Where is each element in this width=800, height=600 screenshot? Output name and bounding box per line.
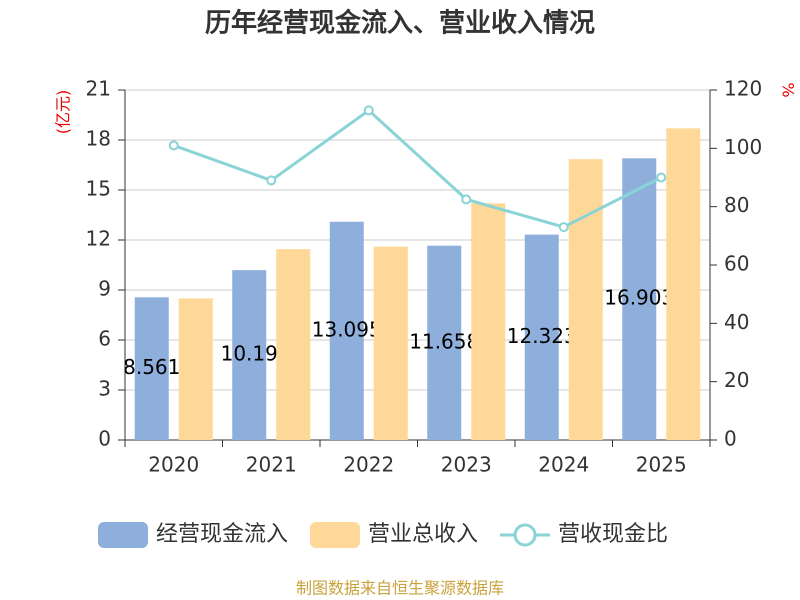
y2-tick-label: 100	[724, 135, 762, 159]
y-tick-label: 9	[98, 277, 111, 301]
line-marker	[461, 194, 472, 205]
data-label: 16.903	[604, 286, 674, 310]
data-label: 8.561	[123, 355, 180, 379]
source-note: 制图数据来自恒生聚源数据库	[296, 579, 504, 598]
bar	[329, 221, 364, 440]
data-label: 12.323	[507, 324, 577, 348]
data-label: 13.095	[312, 317, 382, 341]
legend-swatch	[98, 522, 148, 548]
y-tick-label: 0	[98, 427, 111, 451]
bar	[178, 298, 213, 440]
x-tick-label: 2020	[148, 453, 199, 477]
x-tick-label: 2025	[636, 453, 687, 477]
bar	[232, 270, 267, 440]
bar	[568, 159, 603, 440]
bar	[524, 234, 559, 440]
line-marker	[168, 140, 179, 151]
y2-tick-label: 40	[724, 310, 749, 334]
bar	[134, 297, 169, 440]
bar	[373, 246, 408, 440]
y-tick-label: 6	[98, 327, 111, 351]
data-label: 11.658	[409, 329, 479, 353]
y2-tick-label: 0	[724, 427, 737, 451]
x-tick-label: 2021	[246, 453, 297, 477]
legend-label: 营收现金比	[558, 522, 668, 547]
bar	[427, 245, 462, 440]
y-tick-label: 18	[86, 127, 111, 151]
bar	[276, 249, 311, 440]
y2-tick-label: 60	[724, 252, 749, 276]
x-tick-label: 2023	[441, 453, 492, 477]
legend-label: 经营现金流入	[156, 522, 288, 547]
x-tick-label: 2022	[343, 453, 394, 477]
y2-tick-label: 80	[724, 193, 749, 217]
y2-axis-label: %	[779, 82, 798, 97]
y-axis-label: (亿元)	[54, 90, 73, 135]
data-label: 10.19	[221, 342, 278, 366]
y-tick-label: 21	[86, 77, 111, 101]
y-tick-label: 3	[98, 377, 111, 401]
line-marker	[656, 172, 667, 183]
line-marker	[558, 222, 569, 233]
legend-label: 营业总收入	[368, 522, 478, 547]
legend-swatch	[513, 523, 537, 547]
y2-tick-label: 20	[724, 368, 749, 392]
line	[173, 108, 662, 229]
y-tick-label: 15	[86, 177, 111, 201]
bar	[666, 128, 701, 441]
chart-title: 历年经营现金流入、营业收入情况	[205, 8, 595, 39]
y2-tick-label: 120	[724, 77, 762, 101]
bar	[622, 158, 657, 441]
line-marker	[266, 175, 277, 186]
y-tick-label: 12	[86, 227, 111, 251]
bar	[471, 203, 506, 440]
legend-swatch	[310, 522, 361, 548]
line-marker	[363, 105, 374, 116]
x-tick-label: 2024	[538, 453, 589, 477]
